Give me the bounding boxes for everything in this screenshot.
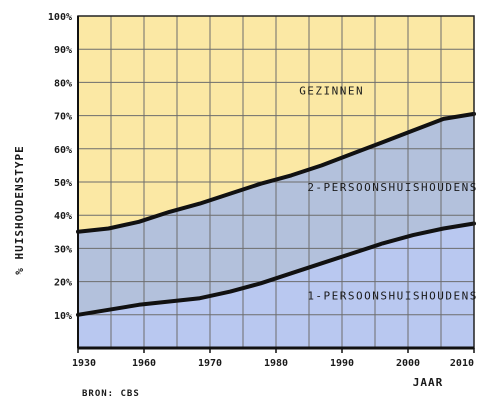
x-tick-label: 2010: [450, 358, 474, 369]
y-axis-title: % HUISHOUDENSTYPE: [13, 145, 26, 275]
x-tick-label: 1990: [330, 358, 354, 369]
y-tick-label: 30%: [54, 244, 72, 255]
y-tick-labels: 10% 20% 30% 40% 50% 60% 70% 80% 90% 100%: [48, 12, 72, 322]
x-axis-title: JAAR: [413, 376, 444, 389]
y-tick-label: 80%: [54, 78, 72, 89]
y-tick-label: 10%: [54, 311, 72, 322]
y-tick-label: 70%: [54, 112, 72, 123]
x-tick-label: 2000: [396, 358, 420, 369]
x-tick-label: 1970: [198, 358, 222, 369]
series-label-0: 1-PERSOONSHUISHOUDENS: [307, 290, 478, 303]
series-label-2: GEZINNEN: [299, 85, 364, 98]
y-tick-label: 40%: [54, 211, 72, 222]
y-tick-label: 100%: [48, 12, 72, 23]
y-tick-label: 90%: [54, 45, 72, 56]
x-tick-labels: 1930 1960 1970 1980 1990 2000 2010: [72, 348, 474, 369]
y-tick-label: 20%: [54, 278, 72, 289]
x-tick-label: 1960: [132, 358, 156, 369]
y-tick-label: 50%: [54, 178, 72, 189]
x-tick-label: 1930: [72, 358, 96, 369]
source-note: BRON: CBS: [82, 389, 140, 397]
y-tick-label: 60%: [54, 145, 72, 156]
x-tick-label: 1980: [264, 358, 288, 369]
series-label-1: 2-PERSOONSHUISHOUDENS: [307, 181, 478, 194]
